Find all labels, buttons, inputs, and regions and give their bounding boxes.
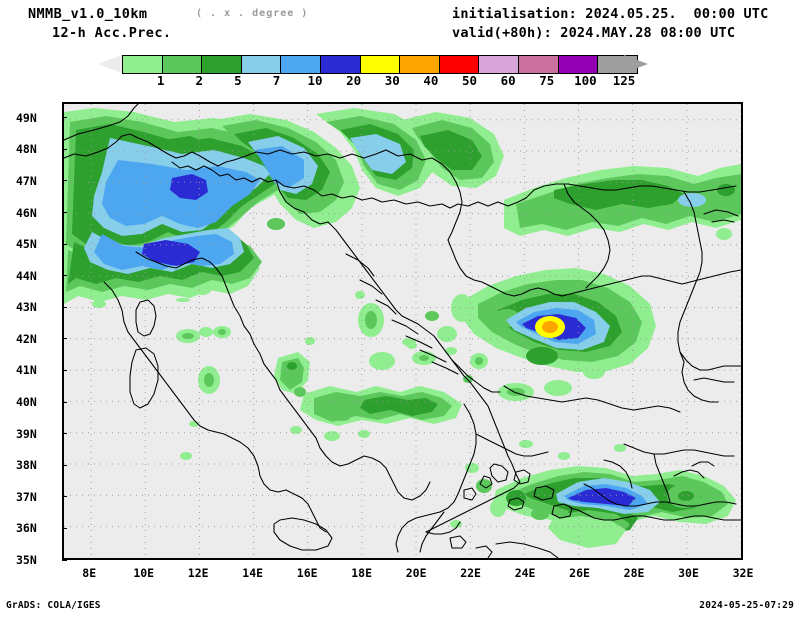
model-name: NMMB_v1.0_10km bbox=[28, 6, 148, 22]
header: NMMB_v1.0_10km ( . x . degree ) 12-h Acc… bbox=[0, 0, 800, 48]
colorbar-bands bbox=[122, 55, 638, 74]
precipitation-map[interactable] bbox=[62, 102, 743, 560]
adriatic-cells bbox=[355, 291, 488, 383]
colorbar-band-2 bbox=[162, 56, 203, 73]
y-axis-tick-39N: 39N bbox=[16, 426, 37, 441]
colorbar-under-arrow-icon bbox=[98, 55, 122, 73]
y-axis-tick-35N: 35N bbox=[16, 553, 37, 567]
y-axis-tick-41N: 41N bbox=[16, 363, 37, 378]
colorbar-label-60: 60 bbox=[500, 73, 516, 88]
colorbar-label-75: 75 bbox=[539, 73, 555, 88]
y-axis-tick-40N: 40N bbox=[16, 395, 37, 410]
y-axis-tick-37N: 37N bbox=[16, 489, 37, 504]
colorbar-label-20: 20 bbox=[346, 73, 362, 88]
x-axis-tick-26E: 26E bbox=[569, 566, 590, 580]
y-axis-tick-45N: 45N bbox=[16, 237, 37, 252]
model-units: ( . x . degree ) bbox=[196, 8, 309, 19]
y-axis-tick-49N: 49N bbox=[16, 110, 37, 125]
y-axis-tick-43N: 43N bbox=[16, 300, 37, 315]
colorbar-label-7: 7 bbox=[272, 73, 281, 88]
x-axis-tick-14E: 14E bbox=[242, 566, 264, 580]
colorbar-label-30: 30 bbox=[384, 73, 400, 88]
x-axis-tick-16E: 16E bbox=[296, 566, 318, 580]
initialisation-time: initialisation: 2024.05.25. 00:00 UTC bbox=[452, 6, 769, 22]
colorbar-over-arrow-icon bbox=[624, 55, 648, 73]
y-axis-tick-47N: 47N bbox=[16, 173, 37, 188]
x-axis-tick-28E: 28E bbox=[623, 566, 645, 580]
x-axis-tick-8E: 8E bbox=[82, 566, 97, 580]
x-axis-tick-22E: 22E bbox=[460, 566, 481, 580]
valid-time: valid(+80h): 2024.MAY.28 08:00 UTC bbox=[452, 25, 736, 41]
field-name: 12-h Acc.Prec. bbox=[52, 25, 172, 41]
y-axis-tick-36N: 36N bbox=[16, 521, 37, 536]
y-axis-tick-42N: 42N bbox=[16, 331, 37, 346]
colorbar-label-50: 50 bbox=[462, 73, 478, 88]
black-sea-complex bbox=[425, 164, 741, 401]
y-axis-tick-38N: 38N bbox=[16, 458, 37, 473]
x-axis-tick-24E: 24E bbox=[514, 566, 536, 580]
colorbar-label-125: 125 bbox=[612, 73, 636, 88]
colorbar-label-10: 10 bbox=[307, 73, 323, 88]
colorbar-band-50 bbox=[439, 56, 480, 73]
aegean-complex bbox=[450, 463, 736, 548]
colorbar-band-5 bbox=[202, 56, 242, 73]
colorbar-label-5: 5 bbox=[234, 73, 242, 88]
colorbar-band-60 bbox=[479, 56, 520, 73]
x-axis-tick-12E: 12E bbox=[187, 566, 209, 580]
balkans-band bbox=[180, 338, 462, 460]
map-coastlines bbox=[64, 104, 741, 558]
footer-credit: GrADS: COLA/IGES bbox=[6, 600, 101, 611]
colorbar: 1 2 5 7 10 20 30 40 50 60 75 100 125 bbox=[0, 50, 800, 90]
colorbar-label-1: 1 bbox=[156, 73, 165, 88]
x-axis-tick-18E: 18E bbox=[351, 566, 373, 580]
colorbar-label-100: 100 bbox=[574, 73, 597, 88]
x-axis-tick-30E: 30E bbox=[678, 566, 699, 580]
italy-scattered-cells bbox=[92, 285, 315, 427]
colorbar-band-40 bbox=[400, 56, 440, 73]
colorbar-band-30 bbox=[360, 56, 401, 73]
colorbar-label-2: 2 bbox=[195, 73, 203, 88]
colorbar-band-1 bbox=[123, 56, 163, 73]
colorbar-band-20 bbox=[321, 56, 361, 73]
map-gridlines bbox=[64, 104, 741, 558]
y-axis-tick-48N: 48N bbox=[16, 142, 37, 157]
precip-field bbox=[64, 108, 741, 548]
y-axis-tick-44N: 44N bbox=[16, 268, 37, 283]
x-axis-tick-10E: 10E bbox=[133, 566, 155, 580]
colorbar-band-7 bbox=[241, 56, 282, 73]
x-axis-tick-20E: 20E bbox=[405, 566, 427, 580]
colorbar-band-10 bbox=[281, 56, 322, 73]
colorbar-band-100 bbox=[558, 56, 599, 73]
y-axis-tick-46N: 46N bbox=[16, 205, 37, 220]
colorbar-label-40: 40 bbox=[423, 73, 439, 88]
map-canvas bbox=[64, 104, 741, 558]
colorbar-band-75 bbox=[519, 56, 559, 73]
x-axis-tick-32E: 32E bbox=[732, 566, 754, 580]
footer-timestamp: 2024-05-25-07:29 bbox=[699, 600, 794, 611]
